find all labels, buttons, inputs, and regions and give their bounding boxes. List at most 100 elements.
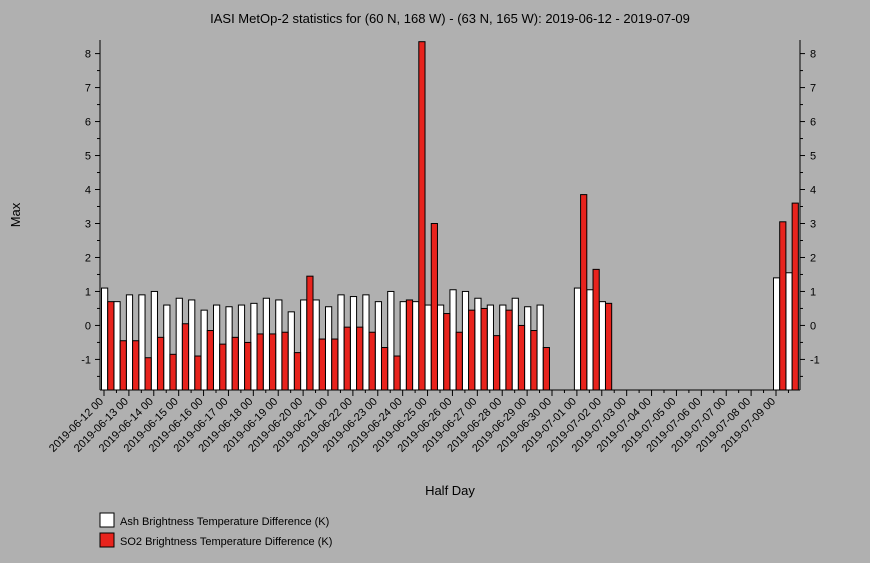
bar-ash <box>300 299 308 391</box>
bar-so2 <box>517 324 526 391</box>
bar-ash <box>424 304 432 391</box>
legend-label-ash: Ash Brightness Temperature Difference (K… <box>120 516 329 528</box>
bar-ash <box>387 290 395 391</box>
y-tick-label: 1 <box>810 286 816 298</box>
bar-ash <box>474 297 482 391</box>
bar-ash <box>125 294 134 391</box>
bar-so2 <box>244 341 252 391</box>
chart-title: IASI MetOp-2 statistics for (60 N, 168 W… <box>210 11 690 26</box>
bar-so2 <box>256 333 264 391</box>
bar-ash <box>374 301 382 391</box>
bar-ash <box>312 299 320 391</box>
bar-so2 <box>119 340 127 391</box>
bar-so2 <box>580 194 588 391</box>
y-tick-label: 8 <box>810 49 816 61</box>
bar-ash <box>511 297 519 391</box>
bar-ash <box>499 304 507 391</box>
y-axis-label: Max <box>8 202 23 227</box>
bar-ash <box>349 296 358 391</box>
bar-ash <box>150 290 158 391</box>
bar-so2 <box>268 333 277 391</box>
bar-so2 <box>505 309 513 391</box>
y-tick-label: 0 <box>810 320 816 332</box>
y-tick-label: 5 <box>85 151 91 163</box>
bar-ash <box>287 311 295 391</box>
y-tick-label: 0 <box>85 320 91 332</box>
bar-so2 <box>356 326 364 391</box>
bar-so2 <box>318 338 326 391</box>
bar-so2 <box>592 268 600 391</box>
legend-swatch-so2 <box>99 532 115 548</box>
bar-so2 <box>604 302 613 391</box>
y-tick-label: 3 <box>85 218 91 230</box>
bar-ash <box>785 272 793 391</box>
bar-so2 <box>206 330 214 391</box>
bar-ash <box>262 297 270 391</box>
bar-so2 <box>293 352 302 391</box>
bar-ash <box>773 277 781 391</box>
bar-ash <box>325 306 333 391</box>
bar-ash <box>586 289 594 391</box>
bar-ash <box>337 294 345 391</box>
bar-ash <box>524 306 532 391</box>
bar-ash <box>213 304 221 391</box>
bar-so2 <box>779 221 787 391</box>
bar-so2 <box>393 355 401 391</box>
bar-so2 <box>492 335 501 391</box>
bar-so2 <box>455 331 463 391</box>
y-tick-label: 8 <box>85 49 91 61</box>
bar-ash <box>362 294 370 391</box>
bar-so2 <box>480 307 488 391</box>
bar-so2 <box>306 275 314 391</box>
bar-ash <box>138 294 146 391</box>
bar-ash <box>188 299 196 391</box>
bar-ash <box>399 301 407 391</box>
bar-ash <box>461 290 470 391</box>
bar-ash <box>573 287 582 391</box>
bar-so2 <box>231 336 239 391</box>
y-tick-label: 1 <box>85 286 91 298</box>
y-tick-label: 4 <box>85 185 91 197</box>
bar-so2 <box>430 223 438 391</box>
bar-ash <box>486 304 494 391</box>
bar-so2 <box>132 340 140 391</box>
bar-ash <box>536 304 544 391</box>
y-tick-label: 5 <box>810 151 816 163</box>
x-axis-label: Half Day <box>425 483 475 498</box>
y-tick-label: 7 <box>85 83 91 95</box>
bar-so2 <box>156 336 165 391</box>
y-tick-label: -1 <box>81 354 91 366</box>
bar-ash <box>163 304 171 391</box>
bar-ash <box>275 299 283 391</box>
bar-so2 <box>418 41 426 391</box>
bar-so2 <box>405 299 414 391</box>
bar-so2 <box>468 309 476 391</box>
y-tick-label: 4 <box>810 185 816 197</box>
bar-so2 <box>331 338 339 391</box>
bar-so2 <box>380 347 389 391</box>
bar-so2 <box>181 323 190 391</box>
bar-so2 <box>219 343 227 391</box>
bar-so2 <box>530 330 538 391</box>
y-tick-label: -1 <box>810 354 820 366</box>
bar-so2 <box>791 202 799 391</box>
legend: Ash Brightness Temperature Difference (K… <box>99 512 332 548</box>
bar-ash <box>412 301 420 391</box>
bar-ash <box>113 301 121 391</box>
bar-so2 <box>368 331 376 391</box>
bar-ash <box>200 309 208 391</box>
bar-ash <box>237 304 246 391</box>
y-tick-label: 6 <box>85 117 91 129</box>
y-tick-label: 3 <box>810 218 816 230</box>
y-tick-label: 7 <box>810 83 816 95</box>
bar-ash <box>598 301 606 391</box>
y-tick-label: 2 <box>810 252 816 264</box>
bar-so2 <box>542 347 550 391</box>
bar-so2 <box>281 331 289 391</box>
y-tick-label: 2 <box>85 252 91 264</box>
bar-ash <box>175 297 183 391</box>
legend-swatch-ash <box>99 512 115 528</box>
bar-ash <box>250 302 258 391</box>
